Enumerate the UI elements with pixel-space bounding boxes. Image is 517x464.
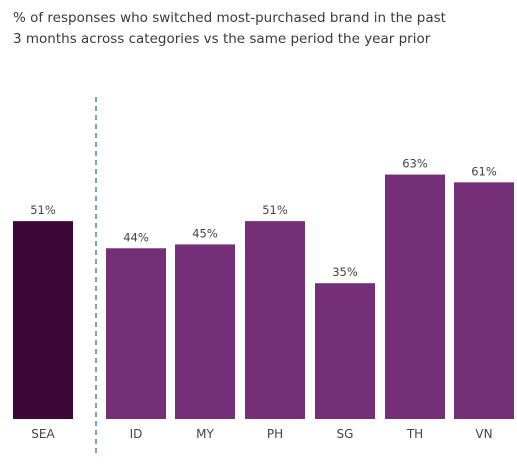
data-label-vn: 61%	[471, 164, 497, 178]
bar-id	[106, 248, 166, 419]
data-label-th: 63%	[402, 157, 428, 171]
bar-th	[385, 174, 445, 419]
data-label-my: 45%	[192, 226, 218, 240]
data-label-ph: 51%	[262, 203, 288, 217]
x-tick-vn: VN	[475, 427, 492, 441]
x-tick-ph: PH	[267, 427, 283, 441]
x-tick-th: TH	[406, 427, 423, 441]
data-label-sea: 51%	[30, 203, 56, 217]
data-label-sg: 35%	[332, 265, 358, 279]
chart-title-line-2: 3 months across categories vs the same p…	[13, 31, 431, 47]
x-tick-my: MY	[196, 427, 214, 441]
bar-sea	[13, 221, 73, 419]
chart-title: % of responses who switched most-purchas…	[13, 8, 508, 50]
data-label-id: 44%	[123, 230, 149, 244]
bar-sg	[315, 283, 375, 419]
x-tick-sg: SG	[337, 427, 354, 441]
x-tick-id: ID	[130, 427, 143, 441]
bar-vn	[454, 182, 514, 419]
chart-title-line-1: % of responses who switched most-purchas…	[13, 10, 446, 26]
bar-ph	[245, 221, 305, 419]
x-tick-sea: SEA	[31, 427, 55, 441]
bar-my	[175, 244, 235, 419]
